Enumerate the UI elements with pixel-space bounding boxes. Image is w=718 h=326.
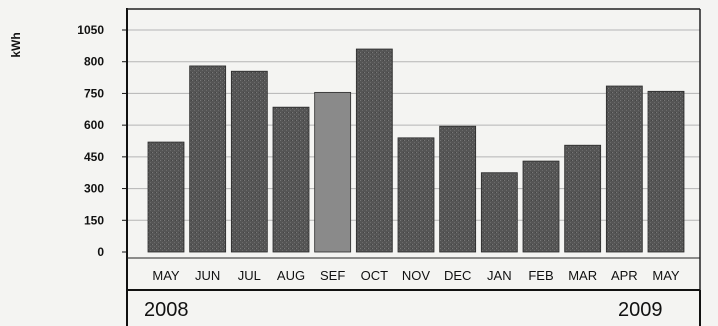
bar-feb-9: [523, 161, 559, 252]
x-category-label: OCT: [361, 268, 389, 283]
x-axis-categories: MAY JUN JUL AUG SEF OCT NOV DEC JAN FEB MAR APR MAY: [152, 268, 680, 283]
x-category-label: SEF: [320, 268, 345, 283]
year-label-2008: 2008: [144, 299, 189, 321]
bar-jul-2: [231, 71, 267, 252]
bar-mar-10: [565, 145, 601, 252]
x-category-label: MAY: [652, 268, 680, 283]
y-tick-label: 0: [97, 245, 104, 259]
bar-dec-7: [440, 126, 476, 252]
x-category-label: NOV: [402, 268, 431, 283]
y-tick-label: 600: [84, 118, 104, 132]
y-tick-label: 750: [84, 86, 104, 100]
x-category-label: MAY: [152, 268, 180, 283]
y-tick-label: 800: [84, 55, 104, 69]
bar-may-12: [648, 91, 684, 252]
y-tick-label: 1050: [77, 23, 104, 37]
bar-jun-1: [190, 66, 226, 252]
x-category-label: AUG: [277, 268, 305, 283]
y-tick-label: 150: [84, 213, 104, 227]
bar-may-0: [148, 142, 184, 252]
bar-apr-11: [606, 86, 642, 252]
x-category-label: DEC: [444, 268, 471, 283]
bar-sef-4: [315, 92, 351, 252]
year-label-2009: 2009: [618, 299, 663, 321]
y-tick-label: 450: [84, 150, 104, 164]
bar-jan-8: [481, 173, 517, 252]
bar-aug-3: [273, 107, 309, 252]
bar-nov-6: [398, 138, 434, 252]
x-category-label: JUL: [238, 268, 261, 283]
y-axis-unit-label: kWh: [9, 32, 23, 57]
y-tick-label: 300: [84, 182, 104, 196]
bar-oct-5: [356, 49, 392, 252]
bars: [148, 49, 684, 252]
x-category-label: JAN: [487, 268, 512, 283]
x-category-label: JUN: [195, 268, 220, 283]
x-category-label: FEB: [528, 268, 553, 283]
x-category-label: MAR: [568, 268, 597, 283]
x-category-label: APR: [611, 268, 638, 283]
y-axis-ticks: 0 150 300 450 600 750 800 1050: [77, 23, 127, 259]
